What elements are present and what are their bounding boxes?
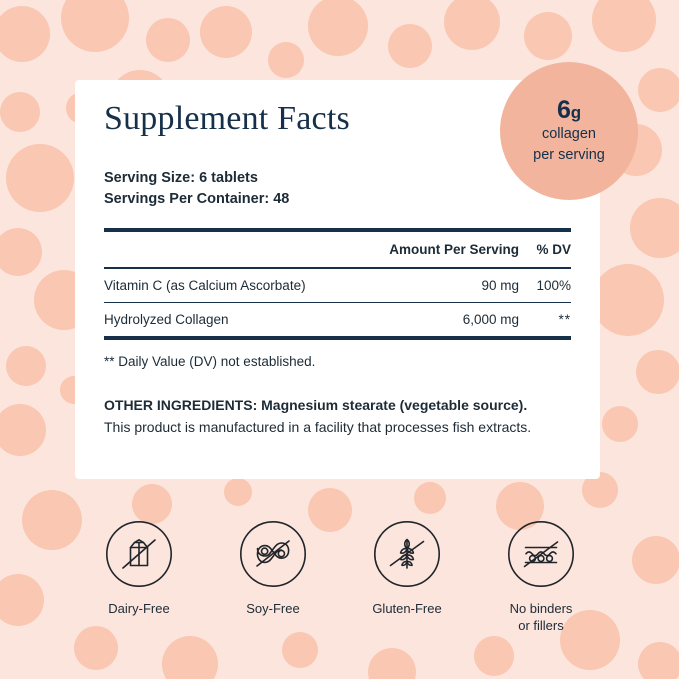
table-row: Hydrolyzed Collagen 6,000 mg ** xyxy=(104,303,571,336)
nutrition-row-collagen: Hydrolyzed Collagen 6,000 mg ** xyxy=(104,303,571,336)
nutrition-table: Amount Per Serving % DV xyxy=(104,232,571,267)
column-header-amount: Amount Per Serving xyxy=(389,242,519,258)
other-ingredients-text: OTHER INGREDIENTS: Magnesium stearate (v… xyxy=(104,397,528,414)
soy-free-icon xyxy=(239,520,307,588)
other-ingredients-block: OTHER INGREDIENTS: Magnesium stearate (v… xyxy=(104,395,571,438)
dairy-free-badge: Dairy-Free xyxy=(75,520,203,635)
table-divider-rule-2 xyxy=(104,301,571,304)
no-binders-label: No binders or fillers xyxy=(509,601,573,633)
nutrient-amount: 90 mg xyxy=(481,277,519,293)
collagen-amount-badge: 6g collagen per serving xyxy=(500,62,638,200)
servings-per-container: Servings Per Container: 48 xyxy=(104,191,290,208)
badge-subtitle-line2: per serving xyxy=(533,146,605,163)
nutrient-dv: 100% xyxy=(536,277,571,293)
serving-size: Serving Size: 6 tablets xyxy=(104,170,258,187)
nutrition-row-vitamin-c: Vitamin C (as Calcium Ascorbate) 90 mg 1… xyxy=(104,269,571,302)
certification-icon-row: Dairy-Free Soy-Free xyxy=(75,520,605,635)
gluten-free-badge: Gluten-Free xyxy=(343,520,471,635)
dairy-free-label: Dairy-Free xyxy=(108,601,170,616)
serving-info: Serving Size: 6 tablets Servings Per Con… xyxy=(104,168,571,210)
table-top-rule xyxy=(104,228,571,233)
nutrient-name: Vitamin C (as Calcium Ascorbate) xyxy=(104,277,306,293)
nutrient-dv: ** xyxy=(558,312,571,328)
nutrient-amount: 6,000 mg xyxy=(462,312,519,328)
table-bottom-rule xyxy=(104,336,571,341)
table-header-row: Amount Per Serving % DV xyxy=(104,232,571,267)
no-binders-badge: No binders or fillers xyxy=(477,520,605,635)
column-header-nutrient xyxy=(104,232,389,267)
gluten-free-label: Gluten-Free xyxy=(372,601,442,616)
column-header-dv: % DV xyxy=(536,242,571,258)
gluten-free-icon xyxy=(373,520,441,588)
table-divider-rule-1 xyxy=(104,267,571,269)
daily-value-footnote: ** Daily Value (DV) not established. xyxy=(104,354,316,370)
dairy-free-icon xyxy=(105,520,173,588)
nutrient-name: Hydrolyzed Collagen xyxy=(104,312,229,328)
badge-amount: 6g xyxy=(557,95,581,124)
soy-free-badge: Soy-Free xyxy=(209,520,337,635)
manufacturing-note: This product is manufactured in a facili… xyxy=(104,419,532,436)
no-binders-icon xyxy=(507,520,575,588)
table-row: Vitamin C (as Calcium Ascorbate) 90 mg 1… xyxy=(104,269,571,302)
soy-free-label: Soy-Free xyxy=(246,601,300,616)
badge-subtitle-line1: collagen xyxy=(541,125,596,142)
page-title: Supplement Facts xyxy=(104,100,350,137)
